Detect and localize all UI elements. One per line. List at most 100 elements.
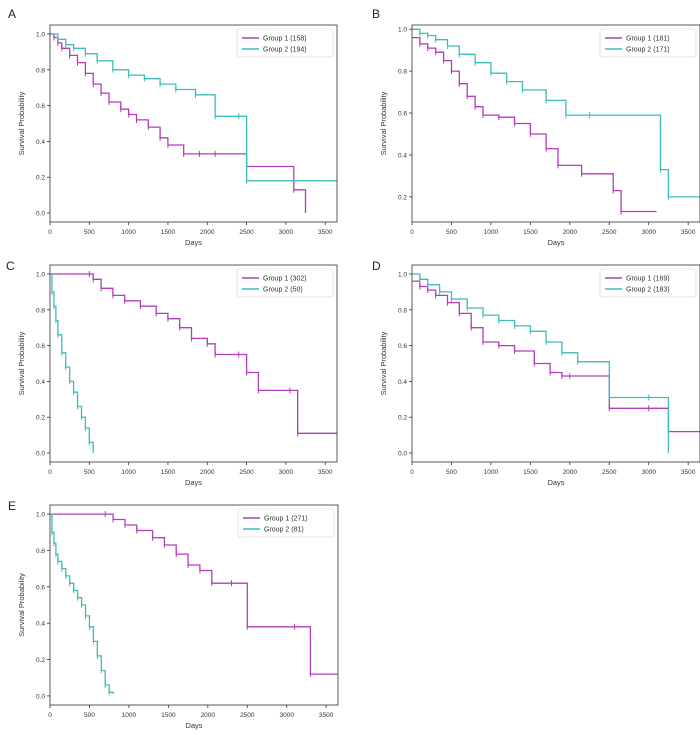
- panel-a-legend: Group 1 (158) Group 2 (194): [236, 28, 334, 58]
- panel-a-x-tick-label: 1500: [161, 229, 176, 236]
- panel-a-x-tick-label: 3000: [279, 229, 294, 236]
- panel-e-y-tick-label: 1.0: [36, 512, 45, 519]
- panel-e-x-tick-label: 2500: [240, 712, 255, 719]
- panel-a-x-tick-label: 1000: [121, 229, 136, 236]
- panel-a-y-tick-label: 0.4: [36, 139, 45, 146]
- panel-c-y-tick-label: 0.4: [36, 379, 45, 386]
- panel-a-x-axis-label: Days: [185, 238, 202, 247]
- panel-d-label: D: [372, 259, 381, 273]
- panel-e-y-axis-label: Survival Probability: [17, 573, 26, 637]
- panel-a-y-tick-label: 0.2: [36, 175, 45, 182]
- panel-e-legend: Group 1 (271) Group 2 (81): [237, 508, 335, 538]
- panel-b-x-tick-label: 3000: [641, 229, 656, 236]
- panel-a-series-1-line: [50, 33, 307, 213]
- panel-a-y-tick-label: 0.0: [36, 211, 45, 218]
- panel-a-x-tick-label: 0: [48, 229, 52, 236]
- panel-b-x-tick-label: 0: [410, 229, 414, 236]
- panel-c-y-tick-label: 0.6: [36, 343, 45, 350]
- panel-d-y-tick-label: 0.6: [398, 343, 407, 350]
- panel-a-x-tick-label: 500: [84, 229, 95, 236]
- panel-d-x-tick-label: 2500: [602, 469, 617, 476]
- panel-c-x-tick-label: 2000: [200, 469, 215, 476]
- panel-d-legend-box: [599, 268, 697, 298]
- panel-c-legend-entry: Group 2 (50): [263, 287, 303, 294]
- panel-b-legend: Group 1 (181) Group 2 (171): [599, 28, 697, 58]
- panel-c-y-tick-label: 0.2: [36, 415, 45, 422]
- panel-a: A 0 500 1000 1500 2000 2500 3000 3500 0.0 0.2 0.4 0.…: [8, 7, 338, 247]
- panel-b-x-tick-label: 3500: [681, 229, 696, 236]
- panel-c-y-tick-label: 0.8: [36, 307, 45, 314]
- panel-b-label: B: [372, 7, 380, 21]
- panel-c-plot-frame: [49, 264, 338, 463]
- panel-e-label: E: [8, 499, 16, 513]
- panel-c-legend-entry: Group 1 (302): [263, 276, 307, 283]
- panel-e-y-tick-label: 0.6: [36, 584, 45, 591]
- panel-c-series-2-line: [50, 273, 94, 453]
- panel-c-x-tick-label: 0: [48, 469, 52, 476]
- panel-a-y-tick-label: 0.6: [36, 103, 45, 110]
- panel-b-legend-entry: Group 2 (171): [626, 47, 670, 54]
- panel-d-series-2-line: [412, 273, 670, 453]
- panel-e-x-tick-label: 1000: [122, 712, 137, 719]
- panel-a-x-tick-label: 3500: [318, 229, 333, 236]
- panel-b-y-tick-label: 1.0: [398, 27, 407, 34]
- panel-b-x-tick-label: 500: [446, 229, 457, 236]
- panel-a-y-axis-label: Survival Probability: [17, 91, 26, 155]
- panel-c-y-axis-label: Survival Probability: [17, 331, 26, 395]
- panel-a-x-tick-label: 2500: [239, 229, 254, 236]
- panel-b: B 0 500 1000 1500 2000 2500 3000 3500 0.2 0.4 0.6 0.…: [372, 7, 700, 247]
- panel-b-y-tick-label: 0.6: [398, 111, 407, 118]
- panel-a-legend-entry: Group 2 (194): [263, 47, 307, 54]
- panel-c-x-tick-label: 1500: [161, 469, 176, 476]
- panel-d-y-axis-label: Survival Probability: [379, 331, 388, 395]
- panel-e-legend-box: [237, 508, 335, 538]
- panel-d-y-tick-label: 0.4: [398, 379, 407, 386]
- panel-d-plot-frame: [411, 264, 700, 463]
- panel-d: D 0 500 1000 1500 2000 2500 3000 3500 0.0 0.2 0.4 0.…: [372, 259, 700, 487]
- panel-b-x-tick-label: 2500: [602, 229, 617, 236]
- panel-c-x-tick-label: 3500: [318, 469, 333, 476]
- panel-c-x-tick-label: 3000: [279, 469, 294, 476]
- panel-a-label: A: [8, 7, 16, 21]
- panel-d-series-1-line: [412, 280, 700, 433]
- panel-b-x-tick-label: 1000: [484, 229, 499, 236]
- panel-c-y-tick-label: 1.0: [36, 271, 45, 278]
- panel-a-legend-entry: Group 1 (158): [263, 36, 307, 43]
- panel-e-legend-entry: Group 2 (81): [264, 527, 304, 534]
- panel-a-x-tick-label: 2000: [200, 229, 215, 236]
- panel-d-x-tick-label: 3000: [641, 469, 656, 476]
- panel-c-x-axis-label: Days: [185, 478, 202, 487]
- panel-b-y-tick-label: 0.2: [398, 194, 407, 201]
- panel-c: C 0 500 1000 1500 2000 2500 3000 3500 0.0 0.2 0.4 0.…: [6, 259, 338, 487]
- panel-d-legend-entry: Group 1 (169): [626, 276, 670, 283]
- panel-c-x-tick-label: 500: [84, 469, 95, 476]
- panel-e-x-tick-label: 500: [84, 712, 95, 719]
- panel-e-x-axis-label: Days: [185, 721, 202, 730]
- panel-c-legend: Group 1 (302) Group 2 (50): [236, 268, 334, 298]
- panel-e-y-tick-label: 0.0: [36, 693, 45, 700]
- panel-b-plot-frame: [411, 24, 700, 223]
- panel-a-legend-box: [236, 28, 334, 58]
- panel-b-series-1-line: [412, 36, 657, 213]
- panel-d-x-tick-label: 0: [410, 469, 414, 476]
- panel-e-series-1-line: [50, 513, 338, 675]
- panel-e-y-tick-label: 0.4: [36, 621, 45, 628]
- panel-d-legend: Group 1 (169) Group 2 (183): [599, 268, 697, 298]
- panel-a-plot-frame: [49, 24, 338, 223]
- panel-a-y-tick-label: 0.8: [36, 67, 45, 74]
- panel-e-y-tick-label: 0.8: [36, 548, 45, 555]
- panel-b-x-tick-label: 2000: [563, 229, 578, 236]
- panel-e-x-tick-label: 2000: [201, 712, 216, 719]
- panel-b-y-axis-label: Survival Probability: [379, 91, 388, 155]
- panel-c-label: C: [6, 259, 15, 273]
- panel-e-legend-entry: Group 1 (271): [264, 516, 308, 523]
- panel-c-y-tick-label: 0.0: [36, 451, 45, 458]
- panel-d-x-tick-label: 2000: [563, 469, 578, 476]
- panel-e-x-tick-label: 0: [48, 712, 52, 719]
- panel-c-x-tick-label: 1000: [121, 469, 136, 476]
- panel-a-y-tick-label: 1.0: [36, 31, 45, 38]
- panel-d-x-axis-label: Days: [547, 478, 564, 487]
- panel-d-x-tick-label: 1000: [484, 469, 499, 476]
- panel-b-y-tick-label: 0.8: [398, 69, 407, 76]
